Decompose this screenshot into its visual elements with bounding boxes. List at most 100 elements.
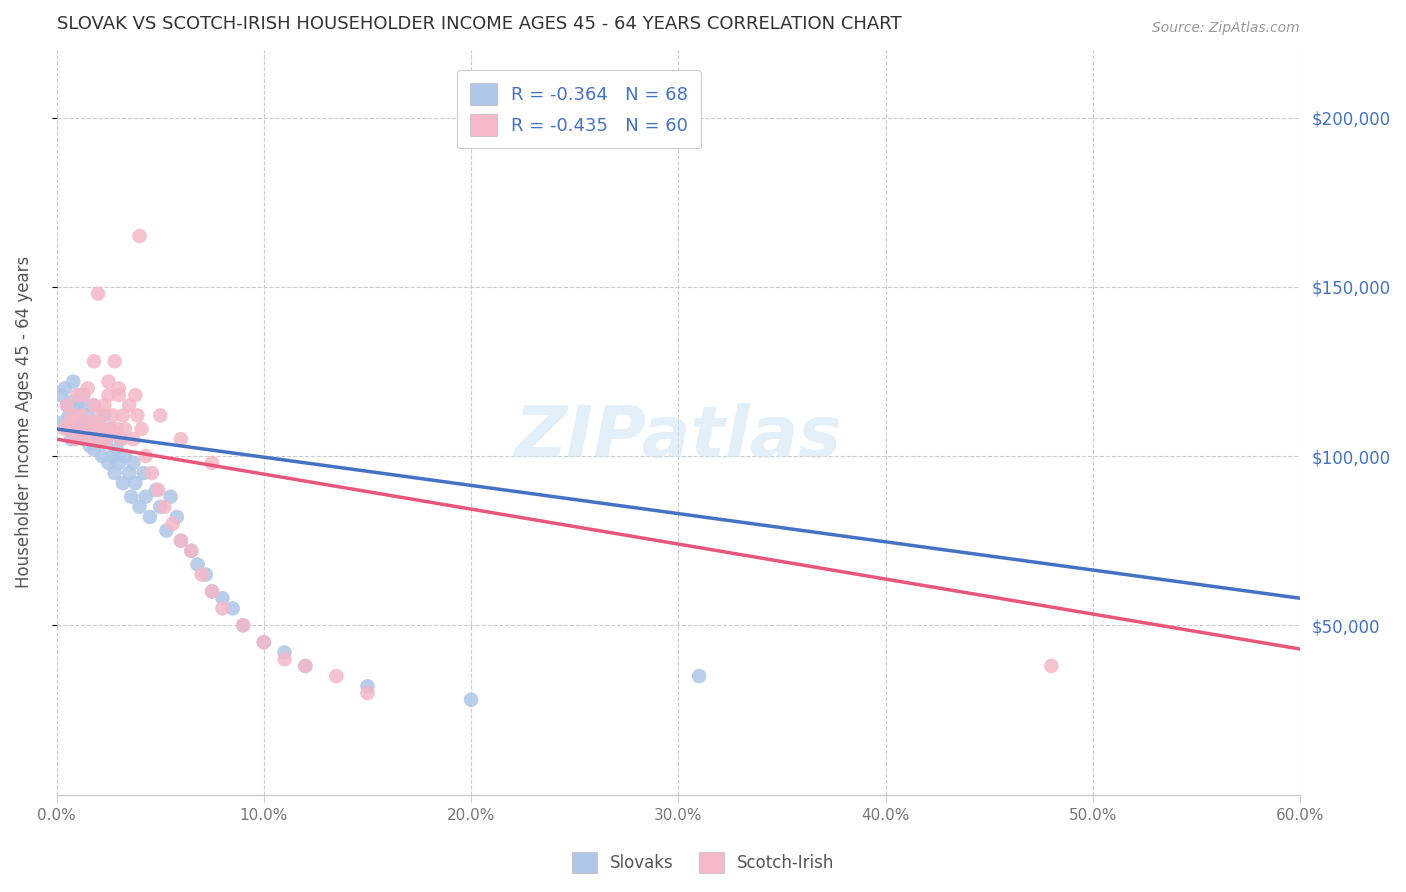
Legend: Slovaks, Scotch-Irish: Slovaks, Scotch-Irish	[565, 846, 841, 880]
Point	[67, 409, 90, 423]
Point	[139, 510, 162, 524]
Point	[162, 516, 184, 531]
Point	[356, 686, 378, 700]
Point	[118, 398, 141, 412]
Point	[93, 409, 115, 423]
Point	[170, 533, 193, 548]
Point	[97, 375, 120, 389]
Point	[149, 409, 172, 423]
Point	[201, 456, 224, 470]
Point	[688, 669, 710, 683]
Point	[325, 669, 347, 683]
Point	[52, 415, 75, 429]
Point	[65, 432, 87, 446]
Point	[87, 415, 110, 429]
Point	[79, 415, 101, 429]
Point	[96, 432, 118, 446]
Point	[294, 659, 316, 673]
Point	[110, 432, 132, 446]
Point	[135, 449, 157, 463]
Point	[97, 456, 120, 470]
Point	[76, 432, 98, 446]
Y-axis label: Householder Income Ages 45 - 64 years: Householder Income Ages 45 - 64 years	[15, 256, 32, 589]
Point	[110, 432, 132, 446]
Point	[58, 415, 80, 429]
Point	[97, 388, 120, 402]
Point	[49, 388, 72, 402]
Point	[53, 422, 76, 436]
Point	[100, 422, 122, 436]
Point	[72, 432, 94, 446]
Point	[107, 456, 129, 470]
Point	[146, 483, 169, 497]
Text: Source: ZipAtlas.com: Source: ZipAtlas.com	[1153, 21, 1301, 35]
Point	[75, 398, 97, 412]
Point	[93, 398, 115, 412]
Point	[128, 500, 150, 514]
Point	[145, 483, 167, 497]
Point	[232, 618, 254, 632]
Point	[101, 449, 124, 463]
Point	[180, 544, 202, 558]
Point	[96, 432, 118, 446]
Point	[60, 422, 83, 436]
Point	[190, 567, 212, 582]
Point	[201, 584, 224, 599]
Point	[253, 635, 276, 649]
Point	[114, 449, 136, 463]
Point	[120, 490, 142, 504]
Point	[58, 422, 80, 436]
Point	[124, 388, 146, 402]
Point	[294, 659, 316, 673]
Point	[83, 398, 105, 412]
Point	[211, 601, 233, 615]
Point	[83, 398, 105, 412]
Point	[101, 409, 124, 423]
Point	[72, 388, 94, 402]
Point	[127, 409, 149, 423]
Text: SLOVAK VS SCOTCH-IRISH HOUSEHOLDER INCOME AGES 45 - 64 YEARS CORRELATION CHART: SLOVAK VS SCOTCH-IRISH HOUSEHOLDER INCOM…	[56, 15, 901, 33]
Point	[80, 422, 103, 436]
Point	[180, 544, 202, 558]
Point	[62, 375, 84, 389]
Point	[460, 693, 482, 707]
Point	[58, 409, 80, 423]
Point	[89, 409, 111, 423]
Point	[60, 395, 83, 409]
Point	[79, 439, 101, 453]
Point	[132, 466, 155, 480]
Point	[70, 429, 93, 443]
Point	[122, 432, 145, 446]
Point	[356, 679, 378, 693]
Legend: R = -0.364   N = 68, R = -0.435   N = 60: R = -0.364 N = 68, R = -0.435 N = 60	[457, 70, 700, 148]
Point	[72, 415, 94, 429]
Point	[70, 409, 93, 423]
Point	[159, 490, 181, 504]
Point	[253, 635, 276, 649]
Point	[131, 422, 153, 436]
Point	[166, 510, 188, 524]
Point	[149, 500, 172, 514]
Text: ZIPatlas: ZIPatlas	[515, 402, 842, 472]
Point	[153, 500, 176, 514]
Point	[87, 432, 110, 446]
Point	[89, 422, 111, 436]
Point	[170, 432, 193, 446]
Point	[91, 422, 114, 436]
Point	[107, 381, 129, 395]
Point	[155, 524, 177, 538]
Point	[67, 422, 90, 436]
Point	[1040, 659, 1063, 673]
Point	[201, 584, 224, 599]
Point	[118, 466, 141, 480]
Point	[83, 354, 105, 368]
Point	[62, 409, 84, 423]
Point	[122, 456, 145, 470]
Point	[66, 422, 89, 436]
Point	[76, 381, 98, 395]
Point	[53, 381, 76, 395]
Point	[66, 398, 89, 412]
Point	[83, 442, 105, 457]
Point	[114, 422, 136, 436]
Point	[273, 652, 295, 666]
